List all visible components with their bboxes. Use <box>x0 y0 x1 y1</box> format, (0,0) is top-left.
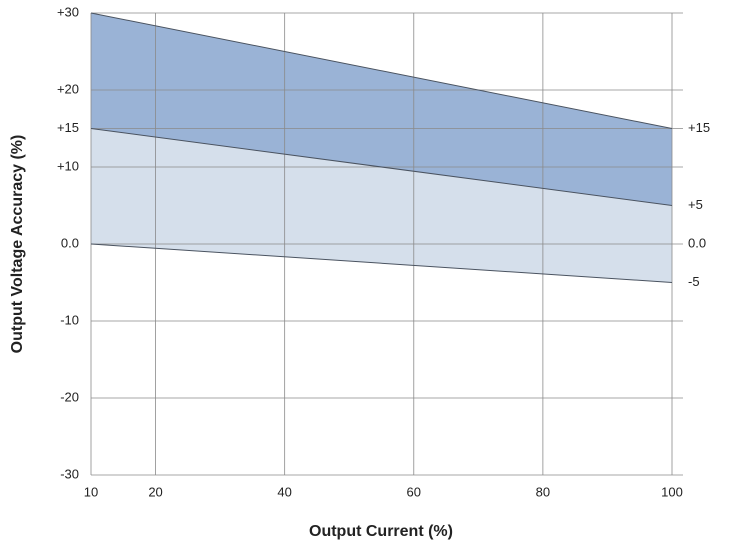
y2-tick-label: +15 <box>688 120 710 135</box>
y-axis-title: Output Voltage Accuracy (%) <box>9 135 26 354</box>
x-axis-title: Output Current (%) <box>309 523 453 540</box>
y-tick-label: +20 <box>57 81 79 96</box>
y-tick-label: +30 <box>57 4 79 19</box>
y2-tick-label: -5 <box>688 274 700 289</box>
x-tick-label: 100 <box>661 484 683 499</box>
y-tick-label: -10 <box>60 312 79 327</box>
y-tick-label: 0.0 <box>61 235 79 250</box>
labels: +30 +20 +15 +10 0.0 -10 -20 -30 10 20 40 60 80 100 +15… <box>57 4 710 499</box>
lines <box>90 12 673 283</box>
y-tick-label: +15 <box>57 120 79 135</box>
band <box>91 13 672 206</box>
y-tick-label: -30 <box>60 466 79 481</box>
x-tick-label: 20 <box>148 484 162 499</box>
y2-tick-label: 0.0 <box>688 235 706 250</box>
boundary-line <box>90 128 673 206</box>
boundary-line <box>90 12 673 129</box>
bands <box>91 13 672 283</box>
x-tick-label: 40 <box>277 484 291 499</box>
boundary-line <box>90 243 673 283</box>
y-tick-label: +10 <box>57 158 79 173</box>
y2-tick-label: +5 <box>688 197 703 212</box>
grid <box>90 12 683 476</box>
x-tick-label: 60 <box>407 484 421 499</box>
y-tick-label: -20 <box>60 389 79 404</box>
x-tick-label: 10 <box>84 484 98 499</box>
x-tick-label: 80 <box>536 484 550 499</box>
